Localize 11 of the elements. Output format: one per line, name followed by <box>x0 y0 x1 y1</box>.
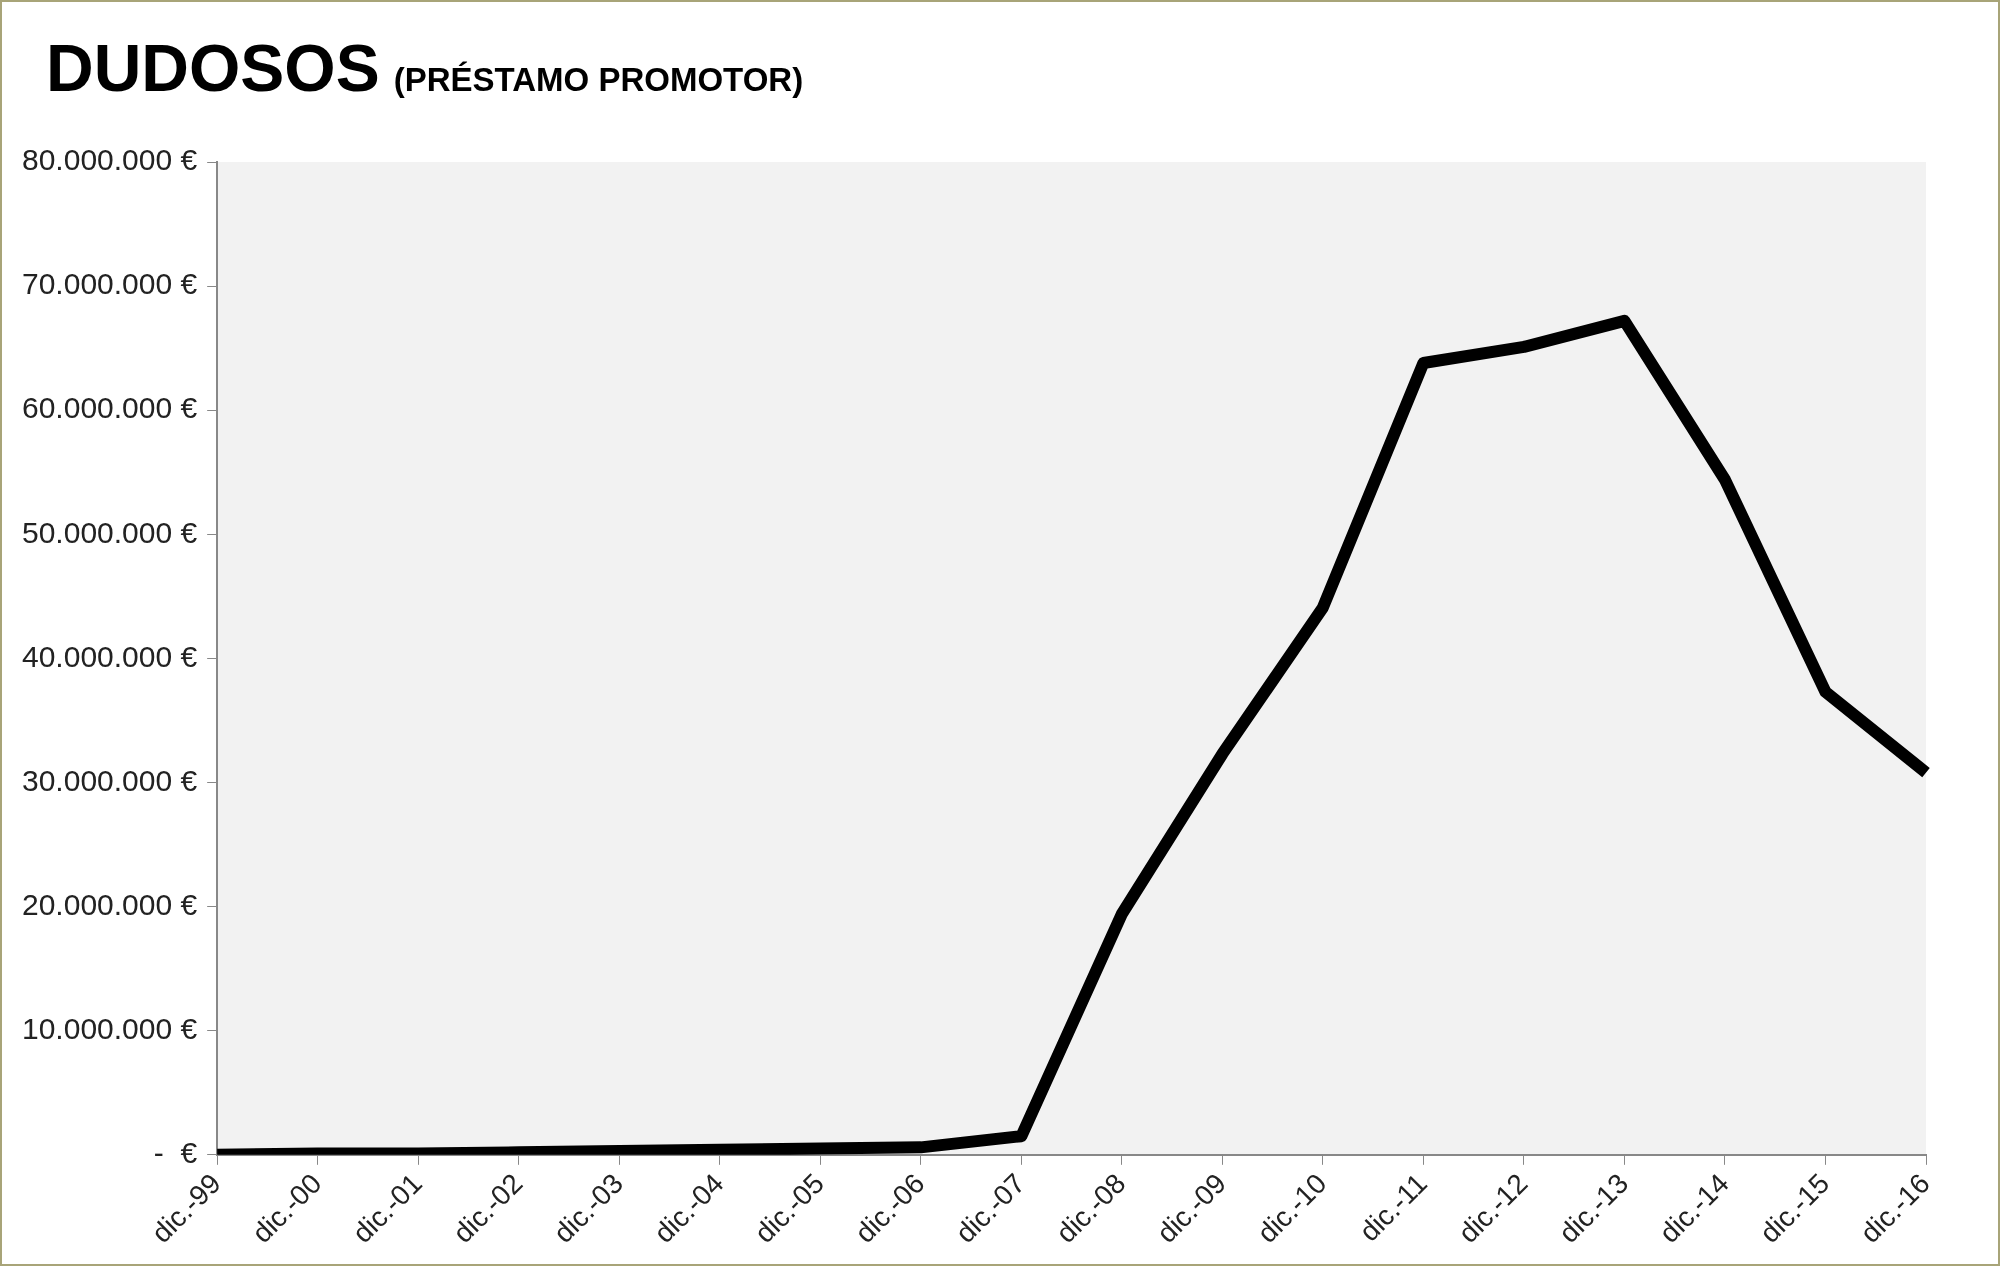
y-tick-label: 60.000.000 € <box>21 391 198 425</box>
y-tick-label: 40.000.000 € <box>21 639 198 673</box>
y-tick-label: 80.000.000 € <box>21 143 198 177</box>
y-tick-label: 50.000.000 € <box>21 515 198 549</box>
chart-title: DUDOSOS <box>46 31 380 105</box>
chart-subtitle: (PRÉSTAMO PROMOTOR) <box>393 61 804 98</box>
y-tick-label: 70.000.000 € <box>21 267 198 301</box>
y-tick-label: 30.000.000 € <box>21 763 198 797</box>
y-tick-label: - € <box>153 1136 198 1170</box>
y-tick-label: 10.000.000 € <box>21 1011 198 1045</box>
y-tick-label: 20.000.000 € <box>21 887 198 921</box>
